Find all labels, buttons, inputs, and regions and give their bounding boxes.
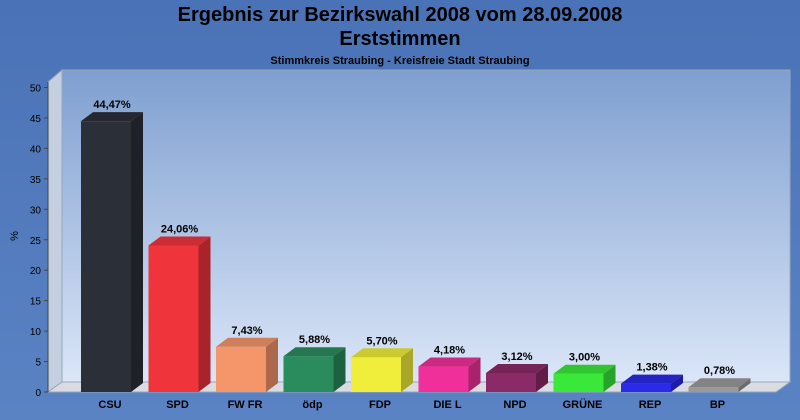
bar-REP: 1,38% REP [621, 362, 683, 411]
bar-side [401, 348, 413, 392]
bar-FW FR: 7,43% FW FR [216, 325, 278, 411]
bar-top [216, 337, 278, 347]
bar-front [81, 121, 131, 392]
y-tick-label: 50 [30, 84, 42, 95]
bar-front [688, 387, 739, 392]
y-ticks: 0 5 10 15 20 25 30 35 40 45 50 [30, 84, 48, 399]
bar-BP: 0,78% BP [688, 365, 751, 411]
bar-front [553, 373, 604, 392]
data-label: 5,70% [366, 335, 397, 347]
bar-DIE L: 4,18% DIE L [418, 345, 481, 411]
x-tick-label: ödp [302, 399, 322, 411]
bar-front [486, 372, 536, 392]
y-tick-label: 25 [30, 236, 42, 247]
bar-FDP: 5,70% FDP [351, 335, 413, 411]
bar-front [283, 356, 334, 392]
bar-side [536, 363, 548, 392]
data-label: 3,00% [569, 352, 600, 364]
data-label: 4,18% [434, 345, 465, 357]
bar-ödp: 5,88% ödp [283, 334, 346, 411]
bar-SPD: 24,06% SPD [148, 223, 211, 411]
y-tick-label: 35 [30, 175, 42, 186]
bar-top [486, 363, 548, 373]
bar-side [738, 378, 751, 392]
data-label: 24,06% [161, 223, 199, 235]
bar-side [603, 364, 616, 392]
bar-front [148, 245, 199, 392]
bar-side [131, 112, 143, 392]
y-tick-label: 40 [30, 144, 42, 155]
bar-top [418, 357, 481, 367]
x-tick-label: BP [710, 399, 725, 411]
data-label: 5,88% [299, 334, 330, 346]
bar-NPD: 3,12% NPD [486, 351, 548, 411]
x-tick-label: SPD [166, 399, 189, 411]
bar-CSU: 44,47% CSU [81, 99, 143, 411]
x-tick-label: FDP [369, 399, 391, 411]
y-tick-label: 20 [30, 266, 42, 277]
x-tick-label: REP [639, 399, 662, 411]
y-axis-label: % [9, 231, 21, 241]
bar-side [671, 374, 683, 392]
y-tick-label: 15 [30, 297, 42, 308]
data-label: 7,43% [231, 325, 262, 337]
bar-side [198, 236, 211, 392]
x-tick-label: DIE L [433, 399, 461, 411]
chart-title-line-2: Erststimmen [339, 28, 461, 50]
y-tick-label: 45 [30, 114, 42, 125]
chart-subtitle: Stimmkreis Straubing - Kreisfreie Stadt … [270, 55, 530, 67]
bar-side [468, 357, 481, 392]
bar-top [688, 378, 751, 388]
bar-top [148, 236, 211, 246]
y-tick-label: 5 [35, 358, 41, 369]
y-tick-label: 0 [35, 388, 41, 399]
data-label: 0,78% [704, 365, 735, 377]
plot-left-wall [47, 68, 63, 393]
bar-front [216, 346, 266, 392]
x-tick-label: FW FR [228, 399, 263, 411]
y-tick-label: 10 [30, 327, 42, 338]
bar-GRÜNE: 3,00% GRÜNE [553, 352, 616, 411]
bar-top [621, 374, 683, 384]
y-tick-label: 30 [30, 205, 42, 216]
bar-front [418, 366, 469, 392]
bar-top [81, 112, 143, 122]
x-tick-label: CSU [98, 399, 121, 411]
data-label: 44,47% [93, 99, 131, 111]
data-label: 3,12% [501, 351, 532, 363]
bar-side [333, 347, 346, 392]
bar-front [621, 383, 671, 392]
x-tick-label: GRÜNE [563, 398, 603, 411]
bar-top [283, 347, 346, 357]
bar-side [266, 337, 278, 392]
bar-top [351, 348, 413, 358]
x-tick-label: NPD [503, 399, 526, 411]
chart-title: Ergebnis zur Bezirkswahl 2008 vom 28.09.… [177, 4, 623, 26]
bars: 44,47% CSU 24,06% SPD 7,43% FW FR 5,88% ödp 5,70… [81, 99, 751, 411]
bar-top [553, 364, 616, 374]
data-label: 1,38% [636, 362, 667, 374]
bar-front [351, 357, 401, 392]
